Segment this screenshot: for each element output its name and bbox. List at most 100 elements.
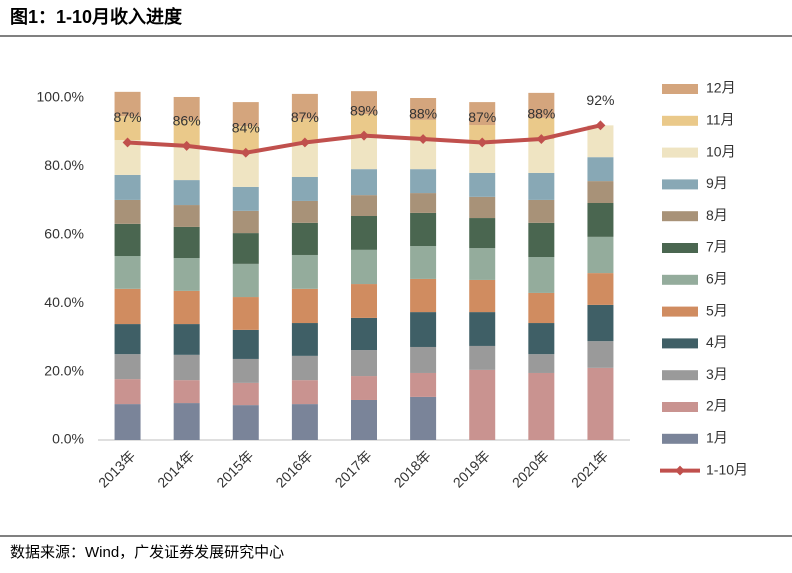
bar-segment xyxy=(469,125,496,143)
legend-swatch xyxy=(662,433,698,444)
bar-segment xyxy=(410,139,437,170)
bar-segment xyxy=(232,382,259,406)
bar-segment xyxy=(291,200,318,223)
bar-segment xyxy=(410,246,437,279)
bar-segment xyxy=(114,288,141,325)
bar-segment xyxy=(232,210,259,234)
bar-segment xyxy=(528,199,555,223)
legend-label: 4月 xyxy=(706,334,728,350)
title: 图1：1-10月收入进度 xyxy=(10,6,183,27)
y-tick-label: 80.0% xyxy=(44,157,84,173)
bar-segment xyxy=(469,279,496,313)
bar-segment xyxy=(291,177,318,201)
bar-segment xyxy=(410,372,437,397)
bar-segment xyxy=(351,284,377,318)
x-tick-label: 2019年 xyxy=(450,447,493,490)
legend-swatch xyxy=(662,84,698,94)
bar-segment xyxy=(114,91,141,117)
bar-segment xyxy=(114,379,141,405)
bar-segment xyxy=(528,139,555,173)
bar-segment xyxy=(232,186,259,211)
y-tick-label: 20.0% xyxy=(44,362,84,378)
x-tick-label: 2018年 xyxy=(391,447,434,490)
line-marker xyxy=(299,137,310,148)
legend-label: 8月 xyxy=(706,207,728,223)
data-label: 87% xyxy=(468,109,496,125)
legend-swatch xyxy=(675,465,685,476)
legend-swatch xyxy=(662,370,698,381)
bar-segment xyxy=(528,117,555,140)
line-marker xyxy=(477,137,488,148)
bar-segment xyxy=(173,324,200,355)
bar-segment xyxy=(173,226,200,259)
bar-segment xyxy=(528,372,555,440)
bar-segment xyxy=(114,404,141,440)
bar-segment xyxy=(114,324,141,355)
source: 数据来源：Wind，广发证券发展研究中心 xyxy=(10,544,284,561)
bar-segment xyxy=(114,174,141,200)
bar-segment xyxy=(410,346,437,373)
legend-label: 2月 xyxy=(706,398,728,414)
bar-segment xyxy=(469,345,496,370)
x-tick-label: 2020年 xyxy=(509,447,552,490)
bar-segment xyxy=(469,312,496,346)
bar-segment xyxy=(351,135,377,170)
legend-swatch xyxy=(662,274,698,285)
bar-segment xyxy=(114,223,141,257)
legend-label: 11月 xyxy=(706,112,735,128)
legend-label: 10月 xyxy=(706,143,736,159)
legend-label: 12月 xyxy=(706,80,736,96)
bar-segment xyxy=(351,399,377,440)
bar-segment xyxy=(351,350,377,377)
bar-segment xyxy=(291,222,318,255)
y-tick-label: 100.0% xyxy=(37,89,84,105)
bar-segment xyxy=(291,142,318,178)
bar-segment xyxy=(587,125,614,158)
bar-segment xyxy=(410,193,437,213)
bar-segment xyxy=(291,93,318,119)
line-marker xyxy=(122,137,133,148)
legend-label: 1-10月 xyxy=(706,461,748,477)
bar-segment xyxy=(114,256,141,289)
bar-segment xyxy=(232,233,259,264)
line-marker xyxy=(240,147,251,158)
bar-segment xyxy=(173,205,200,227)
bar-segment xyxy=(173,290,200,325)
data-label: 92% xyxy=(586,92,614,108)
line-marker xyxy=(536,134,547,144)
legend-swatch xyxy=(662,179,698,190)
bar-segment xyxy=(528,354,555,373)
bar-segment xyxy=(291,254,318,289)
x-tick-label: 2016年 xyxy=(272,447,315,490)
bar-segment xyxy=(291,323,318,356)
bar-segment xyxy=(232,102,259,127)
data-label: 86% xyxy=(173,113,201,129)
line-marker xyxy=(359,130,369,141)
x-tick-label: 2017年 xyxy=(331,447,374,490)
legend-label: 6月 xyxy=(706,271,728,287)
bar-segment xyxy=(114,199,141,224)
bar-segment xyxy=(173,403,200,440)
x-tick-label: 2021年 xyxy=(568,447,611,490)
data-label: 87% xyxy=(291,109,319,125)
bar-segment xyxy=(410,169,437,194)
bar-segment xyxy=(469,248,496,280)
bar-segment xyxy=(469,142,496,173)
bar-segment xyxy=(351,114,377,136)
data-label: 87% xyxy=(114,109,142,125)
bar-segment xyxy=(528,222,555,258)
bar-segment xyxy=(114,354,141,380)
bar-segment xyxy=(469,369,496,440)
bar-segment xyxy=(173,258,200,291)
y-tick-label: 0.0% xyxy=(52,431,84,447)
bar-segment xyxy=(469,172,496,197)
legend-label: 5月 xyxy=(706,302,728,318)
bar-segment xyxy=(351,376,377,400)
line-marker xyxy=(181,140,192,151)
bar-segment xyxy=(587,273,614,305)
bar-segment xyxy=(528,172,555,200)
bar-segment xyxy=(173,180,200,206)
bar-segment xyxy=(410,278,437,313)
legend-swatch xyxy=(662,147,698,158)
bar-segment xyxy=(410,212,437,247)
